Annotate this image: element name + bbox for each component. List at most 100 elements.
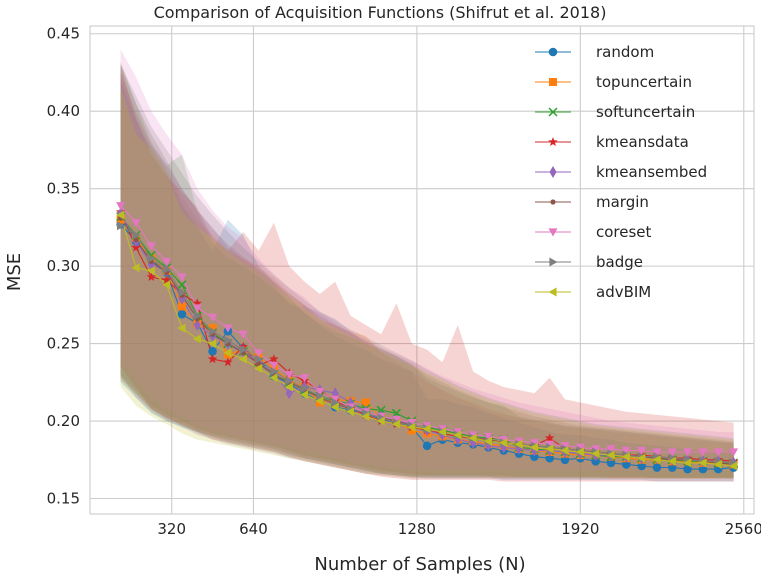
coreset-markers — [116, 202, 739, 457]
grid-lines — [90, 26, 754, 514]
random-point — [637, 461, 646, 471]
margin-point — [133, 237, 139, 243]
coreset-point — [407, 419, 417, 428]
advBIM-point — [621, 452, 630, 462]
advBIM-point — [514, 439, 523, 449]
advBIM-point — [177, 323, 186, 333]
advBIM-point — [667, 456, 676, 466]
legend-marker — [548, 137, 558, 146]
kmeansdata-point — [207, 354, 218, 364]
coreset-point — [392, 415, 401, 424]
advBIM-point — [575, 447, 584, 457]
advBIM-point — [499, 438, 508, 448]
advBIM-point — [315, 396, 324, 406]
badge-point — [239, 345, 248, 355]
random-point — [545, 453, 554, 463]
y-tick-label: 0.20 — [47, 412, 80, 430]
random-point — [667, 463, 677, 472]
badge-point — [270, 367, 279, 376]
x-tick-label: 320 — [157, 520, 186, 538]
random-point — [591, 457, 600, 466]
legend-entry-kmeansembed: kmeansembed — [535, 163, 707, 181]
legend-entry-random: random — [535, 43, 654, 61]
badge-point — [147, 253, 156, 263]
badge-point — [117, 221, 126, 231]
advBIM-point — [376, 416, 385, 426]
coreset-point — [637, 446, 647, 455]
legend-entry-kmeansdata: kmeansdata — [535, 133, 689, 151]
advBIM-point — [698, 458, 707, 468]
coreset-point — [422, 422, 432, 431]
badge-point — [331, 398, 340, 407]
coreset-point — [437, 425, 447, 434]
advBIM-point — [284, 382, 293, 392]
advBIM-point — [545, 444, 554, 454]
y-tick-labels: 0.15 0.20 0.25 0.30 0.35 0.40 0.45 — [47, 25, 80, 508]
advBIM-point — [652, 455, 661, 465]
badge-point — [285, 376, 294, 386]
legend-label: softuncertain — [596, 103, 695, 121]
softuncertain-point — [177, 280, 187, 290]
advBIM-point — [453, 430, 462, 440]
coreset-point — [146, 242, 156, 251]
kmeansdata-point — [269, 354, 279, 364]
kmeansdata-point — [544, 433, 555, 443]
badge-point — [316, 391, 325, 401]
plot-frame — [89, 25, 755, 515]
advBIM-point — [560, 446, 569, 455]
coreset-point — [713, 448, 723, 457]
advBIM-point — [483, 436, 492, 446]
x-tick-labels: 320 640 1280 1920 2560 — [157, 520, 761, 538]
advBIM-point — [422, 424, 431, 434]
legend-entry-coreset: coreset — [535, 223, 652, 241]
advBIM-point — [192, 334, 201, 344]
badge-point — [178, 288, 187, 297]
random-band — [120, 80, 734, 482]
coreset-point — [116, 202, 126, 211]
advBIM-point — [162, 280, 171, 290]
kmeansdata-point — [161, 275, 172, 285]
y-tick-label: 0.40 — [47, 102, 80, 120]
legend-marker — [548, 107, 558, 117]
advBIM-point — [116, 210, 125, 220]
legend-label: kmeansdata — [596, 133, 689, 151]
random-point — [208, 347, 217, 356]
coreset-point — [223, 324, 233, 333]
random-point — [683, 464, 692, 474]
y-tick-label: 0.25 — [47, 335, 80, 353]
legend-marker — [548, 287, 557, 297]
coreset-point — [315, 388, 325, 397]
legend-marker — [549, 257, 558, 267]
random-point — [606, 458, 616, 468]
coreset-point — [683, 448, 693, 457]
legend-entry-softuncertain: softuncertain — [535, 103, 695, 121]
random-point — [177, 309, 187, 319]
coreset-point — [453, 428, 463, 437]
advBIM-point — [468, 433, 477, 443]
kmeansembed-point — [193, 319, 201, 331]
badge-point — [300, 384, 309, 393]
advBIM-point — [683, 458, 692, 468]
advBIM-point — [131, 263, 140, 273]
legend-marker — [549, 166, 557, 178]
random-point — [560, 455, 570, 465]
legend-entry-badge: badge — [535, 253, 643, 271]
legend-marker — [549, 78, 557, 86]
coreset-point — [621, 446, 631, 455]
legend-marker — [548, 47, 558, 57]
advBIM-point — [346, 407, 355, 417]
coreset-point — [192, 304, 202, 313]
coreset-point — [284, 371, 294, 380]
coreset-point — [652, 448, 662, 457]
advBIM-point — [254, 363, 263, 373]
coreset-point — [254, 349, 264, 358]
coreset-point — [300, 374, 309, 383]
coreset-point — [698, 448, 708, 457]
y-tick-label: 0.15 — [47, 490, 80, 508]
advBIM-point — [713, 459, 722, 469]
legend-marker — [548, 228, 558, 237]
legend-label: topuncertain — [596, 73, 692, 91]
kmeansdata-point — [223, 357, 233, 367]
x-tick-label: 1920 — [561, 520, 599, 538]
